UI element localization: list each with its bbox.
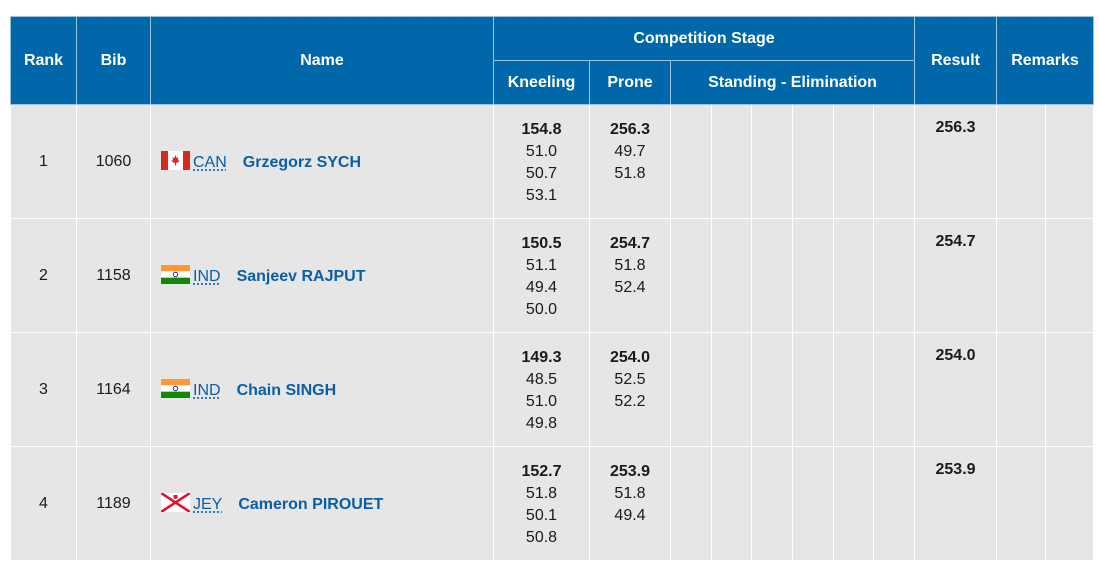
rank-cell: 3 xyxy=(10,332,77,447)
rank-cell: 1 xyxy=(10,104,77,219)
bib-cell: 1164 xyxy=(76,332,151,447)
standing-cell xyxy=(669,332,916,447)
prone-cell: 254.0 52.5 52.2 xyxy=(589,332,671,447)
name-cell: IND Sanjeev RAJPUT xyxy=(150,218,494,333)
kneeling-series: 49.4 xyxy=(525,279,558,296)
prone-series: 52.2 xyxy=(614,393,646,410)
canada-flag-icon xyxy=(161,151,190,170)
prone-cell: 256.3 49.7 51.8 xyxy=(589,104,671,219)
kneeling-cell: 154.8 51.0 50.7 53.1 xyxy=(493,104,590,219)
name-cell: CAN Grzegorz SYCH xyxy=(150,104,494,219)
bib-cell: 1060 xyxy=(76,104,151,219)
kneeling-series: 48.5 xyxy=(525,371,558,388)
result-cell: 254.7 xyxy=(914,218,998,333)
athlete-name: Cameron PIROUET xyxy=(238,496,384,513)
kneeling-total: 154.8 xyxy=(521,121,562,138)
remarks-cell xyxy=(996,332,1095,447)
prone-series: 49.4 xyxy=(614,507,646,524)
name-cell: IND Chain SINGH xyxy=(150,332,494,447)
header-kneeling: Kneeling xyxy=(493,60,590,105)
prone-total: 253.9 xyxy=(609,463,651,480)
table-row: 4 1189 JEY Cameron PIROUET 152.7 51.8 50.… xyxy=(10,446,1095,561)
rank-cell: 2 xyxy=(10,218,77,333)
kneeling-series: 50.7 xyxy=(525,165,558,182)
prone-total: 254.0 xyxy=(609,349,651,366)
table-row: 2 1158 IND Sanjeev RAJPUT 150.5 51.1 49.4… xyxy=(10,218,1095,333)
table-row: 1 1060 CAN Grzegorz SYCH 154.8 51.0 50.7 … xyxy=(10,104,1095,219)
prone-series: 51.8 xyxy=(614,485,646,502)
kneeling-cell: 149.3 48.5 51.0 49.8 xyxy=(493,332,590,447)
kneeling-cell: 152.7 51.8 50.1 50.8 xyxy=(493,446,590,561)
kneeling-series: 50.1 xyxy=(525,507,558,524)
kneeling-series: 51.8 xyxy=(525,485,558,502)
prone-cell: 253.9 51.8 49.4 xyxy=(589,446,671,561)
athlete-name: Grzegorz SYCH xyxy=(242,154,362,171)
prone-series: 49.7 xyxy=(614,143,646,160)
header-standing-elimination: Standing - Elimination xyxy=(669,60,916,105)
header-name: Name xyxy=(150,16,494,105)
prone-total: 254.7 xyxy=(609,235,651,252)
rank-cell: 4 xyxy=(10,446,77,561)
result-cell: 254.0 xyxy=(914,332,998,447)
header-remarks: Remarks xyxy=(996,16,1095,105)
remarks-cell xyxy=(996,104,1095,219)
kneeling-total: 152.7 xyxy=(521,463,562,480)
result-cell: 253.9 xyxy=(914,446,998,561)
kneeling-series: 51.1 xyxy=(525,257,558,274)
standing-cell xyxy=(669,104,916,219)
result-cell: 256.3 xyxy=(914,104,998,219)
athlete-name: Sanjeev RAJPUT xyxy=(236,268,366,285)
header-prone: Prone xyxy=(589,60,671,105)
kneeling-total: 150.5 xyxy=(521,235,562,252)
remarks-cell xyxy=(996,218,1095,333)
kneeling-series: 51.0 xyxy=(525,393,558,410)
prone-series: 51.8 xyxy=(614,165,646,182)
standing-cell xyxy=(669,446,916,561)
name-cell: JEY Cameron PIROUET xyxy=(150,446,494,561)
noc-link[interactable]: IND xyxy=(193,382,221,399)
prone-series: 52.4 xyxy=(614,279,646,296)
prone-series: 52.5 xyxy=(614,371,646,388)
kneeling-series: 50.0 xyxy=(525,301,558,318)
header-competition-stage: Competition Stage xyxy=(492,16,916,61)
prone-series: 51.8 xyxy=(614,257,646,274)
standing-cell xyxy=(669,218,916,333)
remarks-cell xyxy=(996,446,1095,561)
header-rank: Rank xyxy=(10,16,77,105)
jersey-flag-icon xyxy=(160,491,191,514)
kneeling-cell: 150.5 51.1 49.4 50.0 xyxy=(493,218,590,333)
prone-cell: 254.7 51.8 52.4 xyxy=(589,218,671,333)
india-flag-icon xyxy=(161,379,190,398)
noc-link[interactable]: JEY xyxy=(193,496,223,513)
athlete-name: Chain SINGH xyxy=(236,382,337,399)
results-table: Rank Bib Name Competition Stage Result R… xyxy=(10,16,1095,561)
bib-cell: 1189 xyxy=(76,446,151,561)
prone-total: 256.3 xyxy=(609,121,651,138)
kneeling-series: 53.1 xyxy=(525,187,558,204)
table-row: 3 1164 IND Chain SINGH 149.3 48.5 51.0 49… xyxy=(10,332,1095,447)
header-result: Result xyxy=(914,16,998,105)
kneeling-series: 49.8 xyxy=(525,415,558,432)
noc-link[interactable]: IND xyxy=(193,268,221,285)
kneeling-series: 51.0 xyxy=(525,143,558,160)
noc-link[interactable]: CAN xyxy=(193,154,227,171)
india-flag-icon xyxy=(161,265,190,284)
header-bib: Bib xyxy=(76,16,151,105)
kneeling-total: 149.3 xyxy=(521,349,562,366)
bib-cell: 1158 xyxy=(76,218,151,333)
kneeling-series: 50.8 xyxy=(525,529,558,546)
